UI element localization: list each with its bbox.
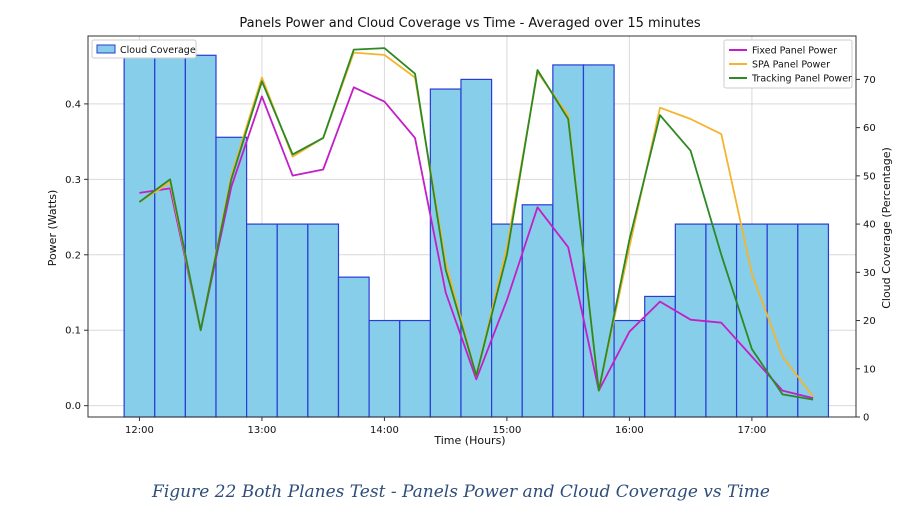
legend-label-series-1: Fixed Panel Power	[752, 46, 837, 57]
series-line-1	[139, 86, 814, 399]
y-left-tick-label: 0.4	[65, 99, 81, 110]
chart: Panels Power and Cloud Coverage vs Time …	[46, 16, 893, 447]
cloud-coverage-bar	[246, 223, 278, 418]
figure-caption: Figure 22 Both Planes Test - Panels Powe…	[152, 482, 770, 502]
cloud-coverage-bar	[460, 78, 493, 418]
cloud-coverage-bar	[582, 64, 615, 418]
y-right-tick-label: 0	[863, 413, 869, 424]
cloud-coverage-bar	[215, 136, 248, 418]
plot-area: 12:00 13:00 14:00 15:00 16:00 17:00 0.0 0.1 0.2 0…	[65, 35, 876, 436]
x-tick-label: 16:00	[615, 425, 644, 436]
chart-title: Panels Power and Cloud Coverage vs Time …	[239, 16, 700, 31]
y-axis-left-label: Power (Watts)	[46, 190, 59, 267]
cloud-coverage-bar	[766, 223, 799, 418]
y-axis-right-label: Cloud Coverage (Percentage)	[880, 147, 893, 309]
legend-label-series-3: Tracking Panel Power	[751, 74, 852, 85]
cloud-coverage-bar	[797, 223, 830, 418]
plot-frame	[87, 35, 857, 418]
cloud-coverage-bar	[368, 319, 401, 418]
cloud-coverage-bar	[276, 223, 309, 418]
cloud-coverage-bar	[521, 204, 554, 418]
cloud-coverage-bar	[307, 223, 340, 418]
y-right-tick-label: 30	[863, 268, 876, 279]
y-left-tick-label: 0.3	[65, 175, 81, 186]
y-right-tick-label: 60	[863, 123, 876, 134]
cloud-coverage-bar	[429, 88, 462, 418]
legend-label-series-2: SPA Panel Power	[752, 60, 830, 71]
legend-right-box	[723, 39, 853, 89]
x-tick-label: 17:00	[737, 425, 766, 436]
x-axis-label: Time (Hours)	[433, 434, 505, 447]
y-right-tick-label: 50	[863, 171, 876, 182]
cloud-coverage-bar	[337, 276, 370, 418]
y-right-tick-label: 20	[863, 316, 876, 327]
x-tick-label: 14:00	[370, 425, 399, 436]
y-right-tick-label: 70	[863, 75, 876, 86]
y-left-tick-label: 0.0	[65, 401, 81, 412]
legend-left-box	[91, 39, 197, 59]
cloud-coverage-bar	[184, 54, 217, 418]
y-left-tick-label: 0.1	[65, 326, 81, 337]
legend-label-cloud-coverage: Cloud Coverage	[120, 45, 196, 56]
cloud-coverage-bar	[613, 319, 646, 418]
y-left-tick-label: 0.2	[65, 250, 81, 261]
x-tick-label: 12:00	[125, 425, 154, 436]
y-right-tick-label: 40	[863, 220, 876, 231]
series-line-3	[138, 47, 814, 401]
cloud-coverage-bar	[399, 319, 431, 418]
legend-swatch-cloud-coverage	[96, 44, 116, 54]
cloud-coverage-bar	[644, 295, 676, 418]
cloud-coverage-bar	[123, 54, 156, 418]
x-tick-label: 15:00	[492, 425, 521, 436]
cloud-coverage-bar	[735, 223, 768, 418]
y-right-tick-label: 10	[863, 364, 876, 375]
x-tick-label: 13:00	[248, 425, 277, 436]
